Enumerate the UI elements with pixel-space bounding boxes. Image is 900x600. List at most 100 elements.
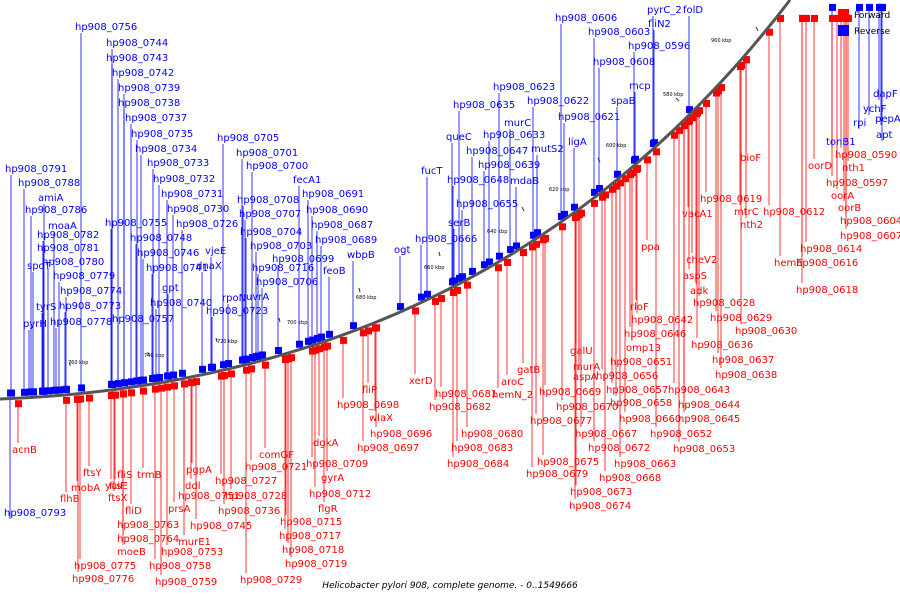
forward-gene-block [617, 179, 624, 187]
reverse-gene-label: queC [446, 132, 472, 143]
tick-label-640kbp: 640 kbp [487, 229, 507, 235]
forward-gene-label: flhB [60, 494, 80, 505]
forward-gene-label: hp908_0681 [435, 389, 497, 400]
reverse-gene-label: hp908_0700 [246, 161, 308, 172]
reverse-gene-block [209, 363, 216, 371]
forward-gene-label: hp908_0736 [218, 506, 280, 517]
forward-gene-label: hp908_0709 [306, 459, 368, 470]
reverse-gene-label: hp908_0780 [42, 257, 104, 268]
reverse-gene-label: wbpB [347, 250, 375, 261]
forward-gene-label: hp908_0614 [800, 244, 862, 255]
reverse-gene-label: hp908_0691 [302, 189, 364, 200]
forward-gene-label: hp908_0638 [715, 370, 777, 381]
reverse-gene-label: hp908_0778 [50, 317, 112, 328]
forward-gene-label: nth1 [842, 163, 865, 174]
forward-gene-block [248, 365, 255, 373]
forward-gene-label: hp908_0616 [796, 258, 858, 269]
reverse-gene-label: hp908_0730 [167, 204, 229, 215]
reverse-gene-label: vjeE [205, 246, 226, 257]
reverse-gene-block [879, 3, 886, 11]
reverse-gene-label: hp908_0603 [588, 27, 650, 38]
forward-gene-label: hp908_0776 [72, 574, 134, 585]
forward-gene-block [803, 14, 810, 22]
forward-gene-label: hp908_0637 [712, 355, 774, 366]
reverse-gene-block [314, 334, 321, 342]
tick-label-960kbp: 960 kbp [711, 38, 731, 44]
forward-gene-label: hp908_0698 [337, 400, 399, 411]
forward-gene-label: gyrA [321, 473, 344, 484]
forward-gene-label: hp908_0642 [631, 315, 693, 326]
reverse-gene-block [296, 340, 303, 348]
reverse-gene-block [534, 229, 541, 237]
forward-gene-label: pgpA [186, 465, 212, 476]
forward-gene-label: omp13 [626, 343, 661, 354]
forward-gene-block [373, 324, 380, 332]
forward-gene-block [634, 165, 641, 173]
reverse-gene-block [140, 376, 147, 384]
reverse-gene-label: fecA1 [293, 175, 321, 186]
forward-gene-label: galU [570, 346, 593, 357]
reverse-gene-label: ychF [863, 104, 887, 115]
reverse-gene-label: mdaB [510, 176, 539, 187]
forward-gene-block [644, 156, 651, 164]
forward-gene-block [316, 345, 323, 353]
forward-gene-label: hp908_0644 [678, 400, 740, 411]
reverse-gene-block [199, 365, 206, 373]
reverse-gene-block [305, 337, 312, 345]
reverse-gene-block [829, 3, 836, 11]
reverse-gene-block [469, 267, 476, 275]
forward-gene-label: hp908_0652 [650, 429, 712, 440]
forward-gene-block [164, 383, 171, 391]
reverse-gene-block [424, 290, 431, 298]
reverse-gene-label: fliN2 [648, 19, 671, 30]
reverse-gene-label: hp908_0689 [315, 235, 377, 246]
forward-gene-block [171, 382, 178, 390]
reverse-gene-block [115, 380, 122, 388]
reverse-gene-label: hp908_0726 [176, 219, 238, 230]
forward-gene-label: hp908_0775 [74, 561, 136, 572]
forward-gene-label: hp908_0668 [599, 473, 661, 484]
reverse-gene-block [170, 371, 177, 379]
reverse-gene-label: hp908_0746 [137, 248, 199, 259]
reverse-gene-block [220, 361, 227, 369]
reverse-gene-label: fucT [421, 166, 443, 177]
reverse-gene-block [496, 252, 503, 260]
reverse-gene-label: gpt [162, 283, 179, 294]
forward-gene-label: aspA [573, 372, 598, 383]
forward-gene-block [360, 329, 367, 337]
forward-gene-block [140, 387, 147, 395]
reverse-gene-label: hp908_0742 [112, 68, 174, 79]
reverse-gene-block [513, 242, 520, 250]
reverse-gene-block [165, 372, 172, 380]
reverse-gene-block [596, 185, 603, 193]
forward-gene-block [450, 288, 457, 296]
reverse-gene-block [133, 377, 140, 385]
forward-gene-block [221, 371, 228, 379]
reverse-gene-block [507, 246, 514, 254]
forward-gene-block [533, 240, 540, 248]
forward-gene-label: hp908_0764 [117, 534, 179, 545]
reverse-gene-label: uvrA [246, 292, 269, 303]
forward-gene-label: hp908_0667 [575, 429, 637, 440]
reverse-gene-label: hp908_0757 [112, 314, 174, 325]
forward-gene-label: hp908_0753 [161, 547, 223, 558]
forward-gene-block [454, 286, 461, 294]
reverse-gene-block [128, 378, 135, 386]
reverse-gene-block [856, 3, 863, 11]
forward-gene-label: bioF [740, 153, 761, 164]
forward-gene-block [613, 182, 620, 190]
forward-gene-label: hp908_0680 [461, 429, 523, 440]
reverse-gene-label: tyrS [36, 302, 56, 313]
forward-gene-block [671, 131, 678, 139]
reverse-gene-label: hp908_0744 [106, 38, 168, 49]
forward-gene-label: hp908_0718 [282, 545, 344, 556]
legend-label-forward: Forward [854, 11, 890, 21]
forward-gene-block [686, 117, 693, 125]
forward-gene-label: hp908_0682 [429, 402, 491, 413]
reverse-gene-label: hp908_0786 [25, 205, 87, 216]
forward-gene-label: oorB [838, 203, 861, 214]
forward-gene-label: fliP [362, 385, 377, 396]
reverse-gene-label: mcp [629, 81, 651, 92]
forward-gene-label: ftsE [109, 481, 128, 492]
forward-gene-block [158, 384, 165, 392]
